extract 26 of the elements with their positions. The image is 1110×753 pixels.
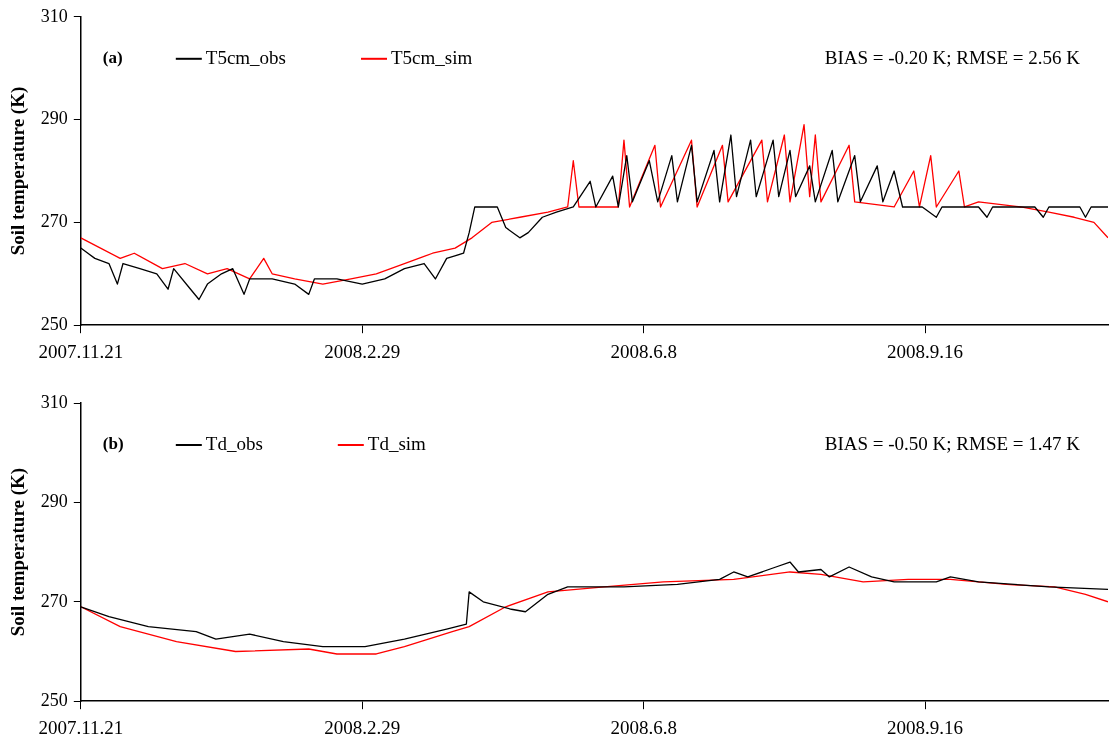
annotation: BIAS = -0.50 K; RMSE = 1.47 K: [824, 432, 1081, 454]
x-tick-label: 2008.6.8: [610, 340, 677, 362]
annotation: BIAS = -0.20 K; RMSE = 2.56 K: [824, 46, 1081, 68]
legend-label: Td_obs: [205, 432, 263, 454]
x-tick-label: 2008.6.8: [610, 716, 677, 738]
legend-label: Td_sim: [367, 432, 427, 454]
y-tick-label: 250: [40, 689, 68, 710]
y-tick-label: 290: [40, 491, 68, 512]
y-tick-label: 290: [40, 108, 68, 129]
y-tick-label: 310: [40, 391, 68, 412]
x-tick-label: 2008.9.16: [887, 340, 964, 362]
y-tick-label: 310: [40, 5, 68, 26]
x-tick-label: 2008.2.29: [324, 340, 401, 362]
annotation: (a): [102, 48, 123, 68]
x-tick-label: 2008.9.16: [887, 716, 964, 738]
y-tick-label: 270: [40, 590, 68, 611]
x-tick-label: 2007.11.21: [38, 340, 124, 362]
annotation: (b): [102, 434, 124, 454]
legend-label: T5cm_sim: [391, 46, 473, 68]
legend-label: T5cm_obs: [205, 46, 287, 68]
y-axis-title: Soil temperature (K): [7, 467, 30, 637]
x-tick-label: 2008.2.29: [324, 716, 401, 738]
y-axis-title: Soil temperature (K): [7, 86, 30, 256]
y-tick-label: 270: [40, 211, 68, 232]
x-tick-label: 2007.11.21: [38, 716, 124, 738]
y-tick-label: 250: [40, 313, 68, 334]
